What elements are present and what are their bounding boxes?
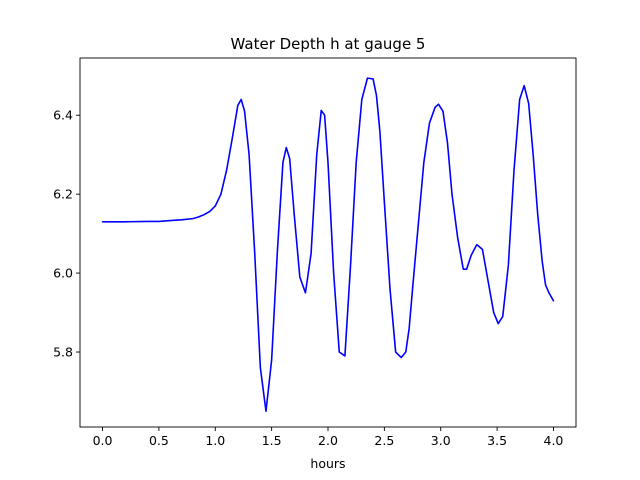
x-tick-label: 0.5 <box>149 433 169 448</box>
y-tick-label: 6.4 <box>53 108 73 123</box>
y-axis-ticks: 5.8 6.0 6.2 6.4 <box>53 108 80 360</box>
x-tick-label: 4.0 <box>544 433 564 448</box>
x-tick-label: 1.0 <box>205 433 225 448</box>
x-axis-ticks: 0.0 0.5 1.0 1.5 2.0 2.5 3.0 3.5 4.0 <box>93 427 564 448</box>
chart-title: Water Depth h at gauge 5 <box>231 35 426 53</box>
x-tick-label: 0.0 <box>93 433 113 448</box>
x-tick-label: 3.0 <box>431 433 451 448</box>
series-line-0 <box>101 77 555 413</box>
y-tick-label: 5.8 <box>53 345 73 360</box>
y-tick-label: 6.0 <box>53 266 73 281</box>
y-tick-label: 6.2 <box>53 187 73 202</box>
x-axis-label: hours <box>310 456 345 471</box>
x-tick-label: 3.5 <box>487 433 507 448</box>
x-tick-label: 1.5 <box>262 433 282 448</box>
x-tick-label: 2.0 <box>318 433 338 448</box>
x-tick-label: 2.5 <box>374 433 394 448</box>
